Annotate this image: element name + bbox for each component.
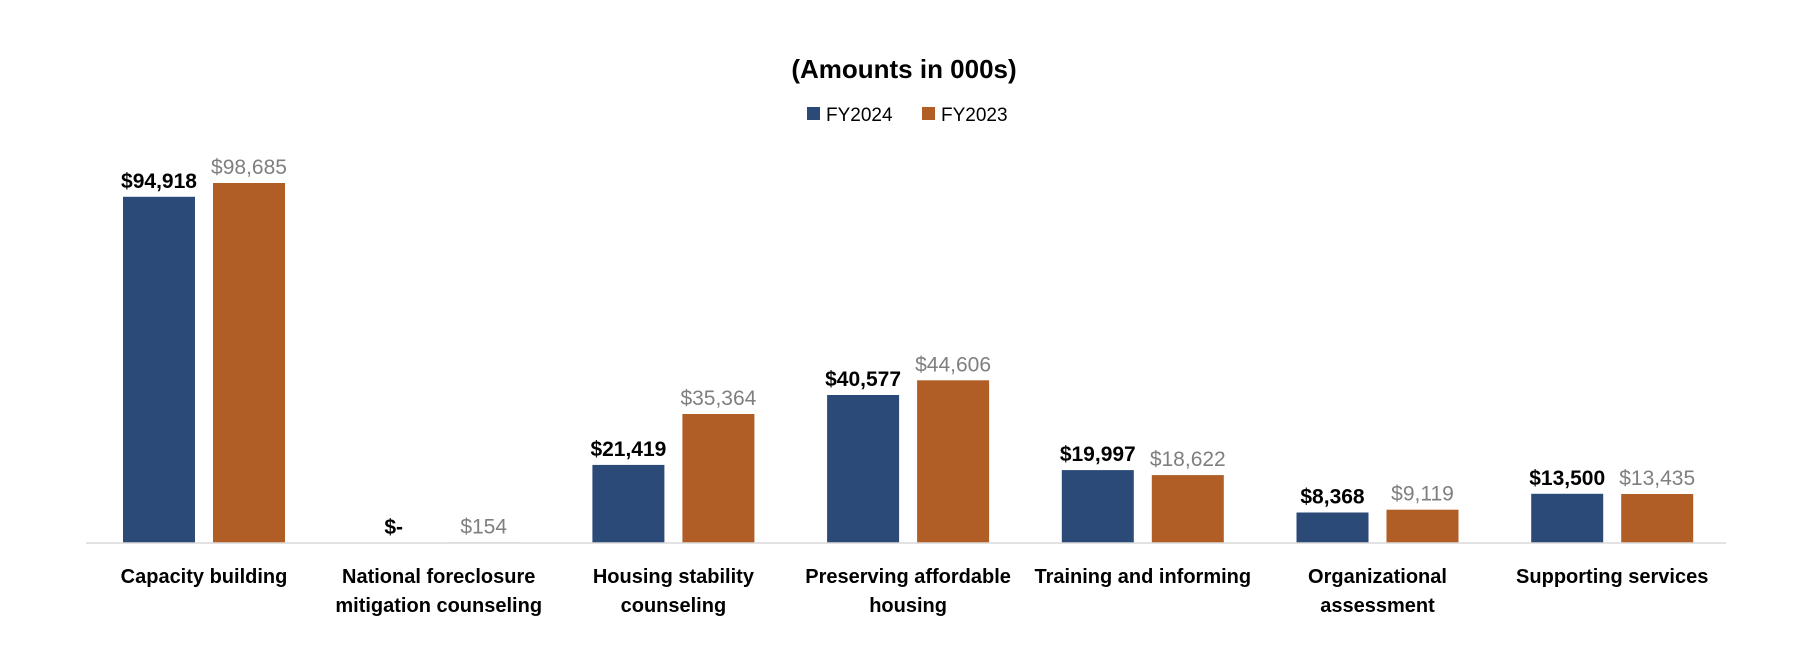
bar-fy2024-3 xyxy=(827,395,900,543)
data-label-fy2024-6: $13,500 xyxy=(1529,467,1605,490)
category-label-5-line-1: assessment xyxy=(1320,595,1435,617)
data-label-fy2024-5: $8,368 xyxy=(1300,486,1365,509)
data-label-fy2023-0: $98,685 xyxy=(211,156,287,179)
bar-fy2024-0 xyxy=(123,196,195,544)
bar-fy2024-5 xyxy=(1296,512,1369,543)
data-label-fy2024-0: $94,918 xyxy=(121,170,197,193)
category-label-6-line-0: Supporting services xyxy=(1516,566,1708,588)
category-label-2-line-1: counseling xyxy=(621,595,727,617)
data-label-fy2023-2: $35,364 xyxy=(680,387,756,410)
x-axis-labels: Capacity building National foreclosure mit… xyxy=(121,566,1709,617)
data-label-fy2023-4: $18,622 xyxy=(1150,448,1226,471)
data-label-fy2023-5: $9,119 xyxy=(1391,483,1454,506)
data-label-fy2024-3: $40,577 xyxy=(825,368,901,391)
bar-fy2023-5 xyxy=(1386,509,1459,543)
bar-fy2024-4 xyxy=(1061,470,1134,543)
data-label-fy2023-3: $44,606 xyxy=(915,353,991,376)
legend-label-fy2023: FY2023 xyxy=(941,105,1008,126)
bar-fy2023-3 xyxy=(917,380,990,543)
category-label-2-line-0: Housing stability xyxy=(593,566,755,588)
data-label-fy2024-1: $- xyxy=(384,516,403,539)
bar-fy2023-4 xyxy=(1151,475,1224,543)
chart-title: (Amounts in 000s) xyxy=(791,54,1016,84)
bar-fy2024-6 xyxy=(1531,493,1604,543)
bar-fy2023-0 xyxy=(213,183,285,543)
plot-area: $94,918 $98,685 $- $154 $21,419 $35,364 $40,57… xyxy=(121,156,1695,544)
category-label-1-line-1: mitigation counseling xyxy=(335,595,542,617)
category-label-4-line-0: Training and informing xyxy=(1034,566,1251,588)
category-label-0-line-0: Capacity building xyxy=(121,566,288,588)
data-label-fy2023-1: $154 xyxy=(460,515,507,538)
data-label-fy2024-2: $21,419 xyxy=(590,438,666,461)
data-label-fy2023-6: $13,435 xyxy=(1619,467,1695,490)
category-label-3-line-1: housing xyxy=(869,595,947,617)
data-label-fy2024-4: $19,997 xyxy=(1060,443,1136,466)
category-label-5-line-0: Organizational xyxy=(1308,566,1447,588)
legend: FY2024 FY2023 xyxy=(807,105,1008,126)
bar-fy2023-2 xyxy=(682,414,755,543)
bar-fy2023-6 xyxy=(1621,494,1694,543)
bar-fy2024-2 xyxy=(592,464,665,543)
category-label-1-line-0: National foreclosure xyxy=(342,566,535,588)
legend-swatch-fy2024 xyxy=(807,107,820,120)
legend-swatch-fy2023 xyxy=(922,107,935,120)
legend-label-fy2024: FY2024 xyxy=(826,105,893,126)
category-label-3-line-0: Preserving affordable xyxy=(805,566,1011,588)
